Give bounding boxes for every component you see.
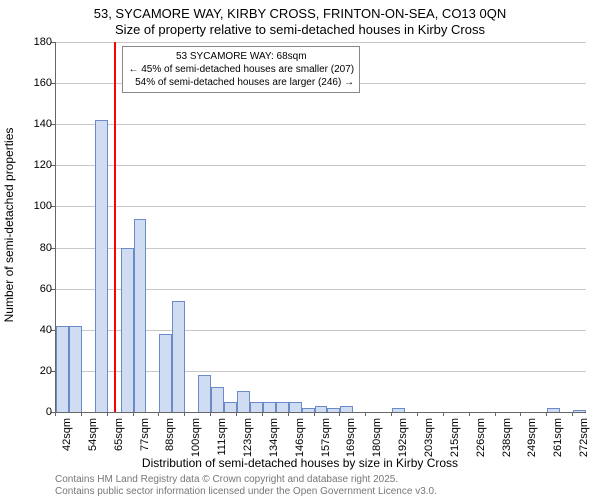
ytick-label: 60 [12,283,52,295]
gridline-h [56,206,586,207]
xtick-label: 134sqm [268,418,280,468]
xtick-mark [262,412,263,416]
histogram-bar [121,248,134,412]
chart-container: 53, SYCAMORE WAY, KIRBY CROSS, FRINTON-O… [0,0,600,500]
histogram-bar [263,402,276,412]
xtick-label: 100sqm [190,418,202,468]
histogram-bar [69,326,82,412]
xtick-label: 192sqm [397,418,409,468]
histogram-bar [172,301,185,412]
ytick-label: 160 [12,77,52,89]
gridline-h [56,165,586,166]
xtick-mark [495,412,496,416]
xtick-label: 88sqm [164,418,176,468]
histogram-bar [250,402,263,412]
ytick-label: 40 [12,324,52,336]
ytick-label: 180 [12,36,52,48]
xtick-mark [339,412,340,416]
histogram-bar [392,408,405,412]
xtick-label: 77sqm [139,418,151,468]
histogram-bar [276,402,289,412]
xtick-label: 169sqm [345,418,357,468]
histogram-bar [198,375,211,412]
xtick-label: 215sqm [449,418,461,468]
histogram-bar [547,408,560,412]
histogram-bar [315,406,328,412]
footer-line-1: Contains HM Land Registry data © Crown c… [55,474,398,485]
xtick-label: 111sqm [216,418,228,468]
xtick-label: 42sqm [61,418,73,468]
xtick-label: 261sqm [552,418,564,468]
callout-line-2: ← 45% of semi-detached houses are smalle… [128,63,354,76]
title-sub: Size of property relative to semi-detach… [0,22,600,37]
xtick-mark [81,412,82,416]
ytick-label: 20 [12,365,52,377]
histogram-bar [340,406,353,412]
xtick-label: 272sqm [578,418,590,468]
xtick-mark [520,412,521,416]
histogram-bar [134,219,147,412]
ytick-label: 100 [12,200,52,212]
xtick-mark [391,412,392,416]
xtick-mark [236,412,237,416]
xtick-mark [107,412,108,416]
xtick-label: 203sqm [423,418,435,468]
plot-area: 53 SYCAMORE WAY: 68sqm← 45% of semi-deta… [55,42,586,413]
histogram-bar [573,410,586,412]
xtick-mark [443,412,444,416]
xtick-mark [365,412,366,416]
xtick-label: 226sqm [475,418,487,468]
xtick-label: 249sqm [526,418,538,468]
xtick-label: 123sqm [242,418,254,468]
xtick-mark [288,412,289,416]
xtick-mark [314,412,315,416]
xtick-mark [546,412,547,416]
histogram-bar [211,387,224,412]
xtick-mark [469,412,470,416]
gridline-h [56,124,586,125]
xtick-mark [158,412,159,416]
xtick-mark [572,412,573,416]
xtick-mark [417,412,418,416]
histogram-bar [224,402,237,412]
property-marker-line [114,42,116,412]
callout-line-1: 53 SYCAMORE WAY: 68sqm [128,50,354,63]
xtick-label: 54sqm [87,418,99,468]
xtick-mark [184,412,185,416]
xtick-mark [133,412,134,416]
xtick-label: 238sqm [501,418,513,468]
xtick-label: 146sqm [294,418,306,468]
histogram-bar [237,391,250,412]
gridline-h [56,42,586,43]
title-main: 53, SYCAMORE WAY, KIRBY CROSS, FRINTON-O… [0,6,600,21]
ytick-label: 80 [12,242,52,254]
ytick-label: 0 [12,406,52,418]
histogram-bar [159,334,172,412]
histogram-bar [289,402,302,412]
xtick-mark [210,412,211,416]
xtick-mark [55,412,56,416]
xtick-label: 157sqm [320,418,332,468]
xtick-label: 180sqm [371,418,383,468]
xtick-label: 65sqm [113,418,125,468]
footer-line-2: Contains public sector information licen… [55,486,437,497]
histogram-bar [95,120,108,412]
ytick-label: 120 [12,159,52,171]
callout-line-3: 54% of semi-detached houses are larger (… [128,76,354,89]
callout-box: 53 SYCAMORE WAY: 68sqm← 45% of semi-deta… [122,46,360,93]
ytick-label: 140 [12,118,52,130]
histogram-bar [56,326,69,412]
